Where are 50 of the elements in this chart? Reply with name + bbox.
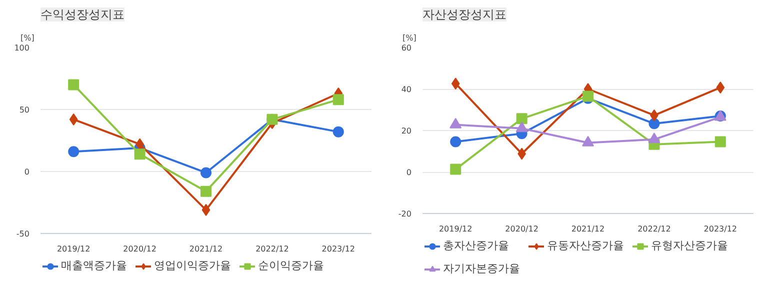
y-tick-label: 60 [401, 44, 412, 52]
point [200, 186, 212, 197]
legend-label: 순이익증가율 [258, 258, 324, 273]
y-tick-label: -20 [398, 210, 412, 218]
point [450, 118, 462, 128]
y-tick-label: -50 [16, 230, 30, 238]
y-tick-label: 50 [19, 106, 30, 114]
point [69, 113, 78, 126]
chart-title: 자산성장성지표 [422, 8, 506, 22]
x-tick-label: 2023/12 [322, 244, 356, 254]
legend-label: 유동자산증가율 [547, 238, 624, 253]
point [68, 79, 80, 90]
chart-title: 수익성장성지표 [40, 8, 124, 22]
x-tick-label: 2019/12 [438, 224, 472, 234]
legend-label: 영업이익증가율 [154, 258, 231, 273]
legend-label: 유형자산증가율 [651, 238, 728, 253]
legend-label: 총자산증가율 [443, 238, 509, 253]
x-tick-label: 2022/12 [638, 224, 671, 234]
x-tick-label: 2023/12 [704, 224, 738, 234]
point [516, 113, 528, 124]
y-axis-title: [%] [20, 34, 34, 42]
x-tick-label: 2019/12 [56, 244, 90, 254]
point [200, 167, 212, 178]
x-tick-label: 2021/12 [571, 224, 605, 234]
point [648, 118, 660, 130]
y-tick-label: 100 [14, 44, 30, 52]
point [714, 136, 726, 148]
y-tick-label: 40 [401, 85, 412, 94]
legend-label: 매출액증가율 [61, 258, 127, 273]
x-tick-label: 2022/12 [256, 244, 289, 254]
point [516, 122, 528, 132]
x-tick-label: 2021/12 [189, 244, 223, 254]
point [202, 204, 210, 216]
point [716, 82, 725, 94]
point [134, 148, 146, 160]
point [648, 132, 660, 144]
point [450, 164, 462, 175]
point [582, 136, 594, 146]
y-tick-label: 20 [401, 126, 412, 136]
point [68, 146, 80, 158]
y-tick-label: 0 [24, 168, 30, 176]
y-axis-title: [%] [402, 34, 416, 42]
x-tick-label: 2020/12 [505, 224, 538, 234]
point [451, 78, 460, 90]
y-tick-label: 0 [406, 168, 412, 177]
point [332, 126, 344, 138]
legend-label: 자기자본증가율 [443, 261, 520, 276]
point [332, 94, 344, 106]
point [450, 136, 462, 148]
x-tick-label: 2020/12 [123, 244, 156, 254]
